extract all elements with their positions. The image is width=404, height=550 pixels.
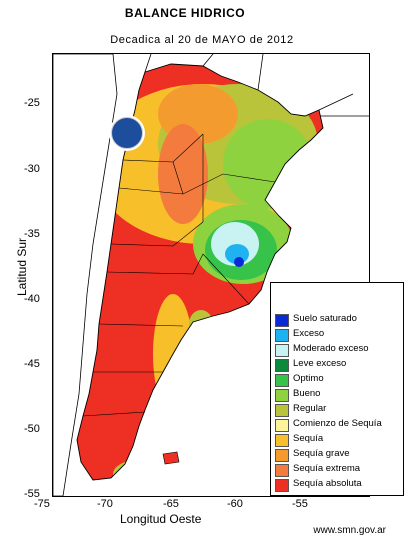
- map-title: BALANCE HIDRICO: [124, 6, 246, 20]
- legend-label: Exceso: [293, 328, 325, 339]
- x-tick: -70: [97, 498, 113, 510]
- y-tick: -55: [24, 488, 40, 500]
- y-tick: -25: [24, 97, 40, 109]
- legend-label: Comienzo de Sequía: [293, 418, 382, 429]
- legend-swatch: [275, 359, 289, 372]
- x-tick: -60: [227, 498, 243, 510]
- y-tick: -45: [24, 358, 40, 370]
- y-tick: -40: [24, 293, 40, 305]
- legend-swatch: [275, 449, 289, 462]
- map-subtitle: Decadica al 20 de MAYO de 2012: [110, 34, 294, 46]
- legend-swatch: [275, 329, 289, 342]
- legend-swatch: [275, 314, 289, 327]
- x-tick: -65: [163, 498, 179, 510]
- legend-label: Bueno: [293, 388, 321, 399]
- argentina-outline: [76, 63, 324, 481]
- smn-logo-icon: [111, 117, 143, 149]
- neighbor-coastline: [53, 54, 118, 496]
- y-tick: -35: [24, 228, 40, 240]
- map-canvas: [53, 54, 369, 496]
- source-url: www.smn.gov.ar: [313, 525, 386, 536]
- legend-swatch: [275, 344, 289, 357]
- legend: Suelo saturado Exceso Moderado exceso Le…: [270, 282, 404, 496]
- legend-swatch: [275, 389, 289, 402]
- legend-label: Moderado exceso: [293, 343, 369, 354]
- legend-label: Regular: [293, 403, 327, 414]
- x-tick: -55: [292, 498, 308, 510]
- legend-swatch: [275, 404, 289, 417]
- legend-label: Sequía extrema: [293, 463, 361, 474]
- legend-swatch: [275, 479, 289, 492]
- neighbor-border: [144, 54, 369, 117]
- x-tick: -75: [34, 498, 50, 510]
- legend-swatch: [275, 434, 289, 447]
- province-borders: [82, 133, 276, 417]
- legend-swatch: [275, 464, 289, 477]
- x-axis-label: Longitud Oeste: [120, 512, 202, 526]
- legend-label: Sequía grave: [293, 448, 350, 459]
- y-tick: -50: [24, 423, 40, 435]
- map-frame: [52, 53, 370, 497]
- malvinas: [162, 451, 180, 465]
- legend-label: Sequía absoluta: [293, 478, 362, 489]
- legend-swatch: [275, 374, 289, 387]
- legend-swatch: [275, 419, 289, 432]
- y-tick: -30: [24, 163, 40, 175]
- legend-label: Sequía: [293, 433, 324, 444]
- legend-label: Leve exceso: [293, 358, 347, 369]
- legend-label: Optimo: [293, 373, 324, 384]
- legend-label: Suelo saturado: [293, 313, 357, 324]
